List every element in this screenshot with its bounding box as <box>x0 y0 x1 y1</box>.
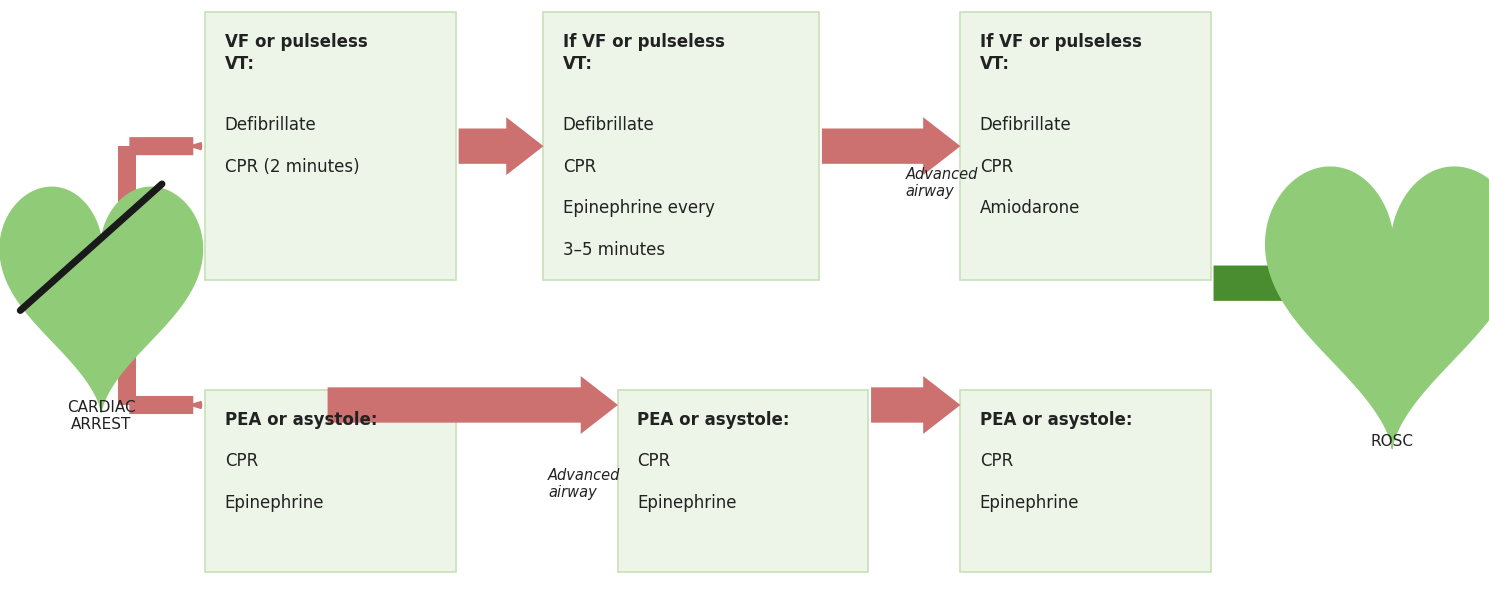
Text: CPR (2 minutes): CPR (2 minutes) <box>225 158 359 176</box>
Text: CPR: CPR <box>225 452 258 471</box>
Polygon shape <box>1266 167 1489 449</box>
Polygon shape <box>459 117 543 175</box>
Text: CPR: CPR <box>637 452 670 471</box>
Polygon shape <box>822 117 960 175</box>
Text: Advanced
airway: Advanced airway <box>905 166 978 199</box>
Text: PEA or asystole:: PEA or asystole: <box>637 411 789 429</box>
Polygon shape <box>0 188 203 412</box>
FancyBboxPatch shape <box>205 12 456 280</box>
Text: Epinephrine: Epinephrine <box>637 494 737 512</box>
Text: Amiodarone: Amiodarone <box>980 199 1080 217</box>
Text: CPR: CPR <box>980 452 1013 471</box>
FancyBboxPatch shape <box>618 390 868 572</box>
Text: Epinephrine: Epinephrine <box>980 494 1080 512</box>
Text: ROSC: ROSC <box>1371 434 1413 449</box>
Text: CARDIAC
ARREST: CARDIAC ARREST <box>67 400 135 432</box>
Text: If VF or pulseless
VT:: If VF or pulseless VT: <box>980 33 1142 73</box>
Polygon shape <box>1214 255 1340 312</box>
Text: Advanced
airway: Advanced airway <box>548 468 621 501</box>
Text: Epinephrine: Epinephrine <box>225 494 325 512</box>
Text: Defibrillate: Defibrillate <box>563 116 655 135</box>
Polygon shape <box>871 376 960 434</box>
FancyBboxPatch shape <box>205 390 456 572</box>
Polygon shape <box>328 376 618 434</box>
Text: PEA or asystole:: PEA or asystole: <box>980 411 1132 429</box>
Text: Defibrillate: Defibrillate <box>225 116 317 135</box>
Text: VF or pulseless
VT:: VF or pulseless VT: <box>225 33 368 73</box>
FancyBboxPatch shape <box>960 12 1211 280</box>
Text: Epinephrine every: Epinephrine every <box>563 199 715 217</box>
Text: If VF or pulseless
VT:: If VF or pulseless VT: <box>563 33 725 73</box>
Text: CPR: CPR <box>563 158 596 176</box>
Text: 3–5 minutes: 3–5 minutes <box>563 241 666 259</box>
Text: Defibrillate: Defibrillate <box>980 116 1072 135</box>
FancyBboxPatch shape <box>960 390 1211 572</box>
Text: PEA or asystole:: PEA or asystole: <box>225 411 377 429</box>
Text: CPR: CPR <box>980 158 1013 176</box>
FancyBboxPatch shape <box>543 12 819 280</box>
